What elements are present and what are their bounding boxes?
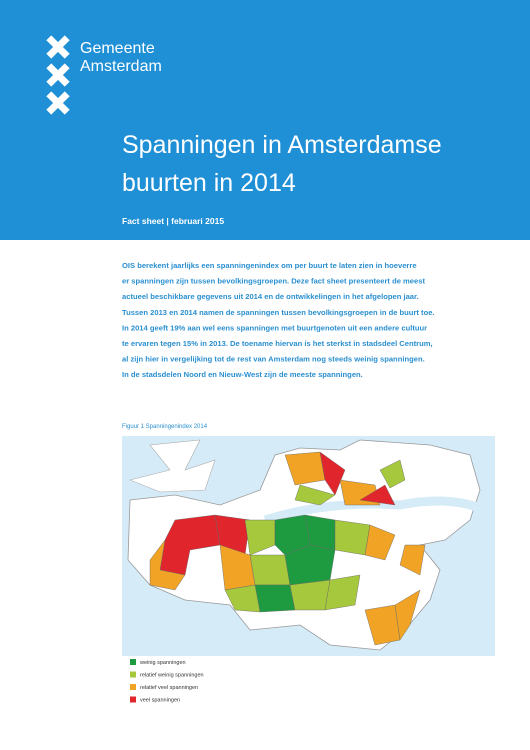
intro-line: In 2014 geeft 19% aan wel eens spanninge… bbox=[122, 323, 427, 332]
intro-line: er spanningen zijn tussen bevolkingsgroe… bbox=[122, 277, 425, 286]
intro-line: actueel beschikbare gegevens uit 2014 en… bbox=[122, 292, 419, 301]
title: buurten in 2014 bbox=[122, 169, 296, 197]
title: Spanningen in Amsterdamse bbox=[122, 131, 442, 159]
legend-swatch bbox=[130, 671, 136, 678]
legend-swatch bbox=[130, 684, 136, 690]
map-ij bbox=[263, 496, 487, 525]
legend-swatch bbox=[130, 659, 136, 665]
logo-text: Gemeente bbox=[80, 40, 155, 57]
legend-label: weinig spanningen bbox=[139, 660, 186, 666]
intro: OIS berekent jaarlijks een spanningenind… bbox=[122, 261, 435, 379]
intro-line: In de stadsdelen Noord en Nieuw-West zij… bbox=[122, 370, 363, 379]
map bbox=[122, 436, 495, 656]
legend-swatch bbox=[130, 696, 136, 703]
map-port bbox=[129, 439, 216, 493]
legend-label: relatief veel spanningen bbox=[140, 685, 198, 691]
map-districts bbox=[149, 451, 426, 646]
logo-text: Amsterdam bbox=[80, 58, 162, 75]
intro-line: te ervaren tegen 15% in 2013. De toename… bbox=[122, 339, 433, 348]
intro-line: al zijn hier in vergelijking tot de rest… bbox=[122, 355, 425, 364]
intro-line: Tussen 2013 en 2014 namen de spanningen … bbox=[122, 308, 435, 317]
intro-line: OIS berekent jaarlijks een spanningenind… bbox=[122, 261, 417, 270]
legend: weinig spanningen relatief weinig spannin… bbox=[130, 659, 204, 704]
legend-label: relatief weinig spanningen bbox=[140, 673, 204, 679]
header-band bbox=[0, 0, 530, 240]
figure-caption: Figuur 1 Spanningenindex 2014 bbox=[122, 424, 208, 430]
subtitle: Fact sheet | februari 2015 bbox=[122, 216, 224, 226]
logo-crosses bbox=[46, 35, 70, 115]
legend-label: veel spanningen bbox=[140, 698, 180, 704]
